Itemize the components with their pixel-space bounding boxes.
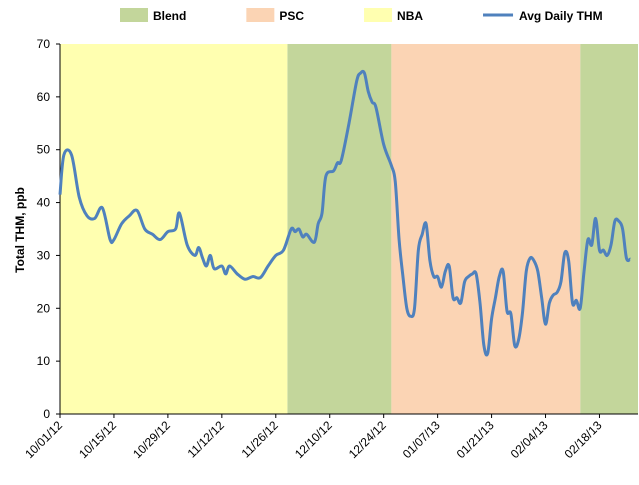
legend-label: PSC [279,9,304,23]
x-tick-label: 11/12/12 [185,418,228,461]
region-band [580,44,638,414]
data-line [58,69,632,357]
y-tick-label: 60 [37,90,51,104]
y-tick-label: 40 [37,196,51,210]
y-tick-label: 70 [37,37,51,51]
region-band [391,44,581,414]
x-tick-label: 12/10/12 [292,418,335,461]
legend-label: Avg Daily THM [519,9,603,23]
legend-swatch [120,8,148,22]
y-tick-label: 30 [37,248,51,262]
y-tick-label: 10 [37,354,51,368]
legend-swatch [246,8,275,22]
y-tick-label: 0 [43,407,50,421]
x-tick-label: 10/15/12 [76,418,119,461]
legend-swatch [364,8,393,22]
y-tick-label: 50 [37,143,51,157]
x-tick-label: 01/07/13 [400,418,443,461]
x-tick-label: 10/29/12 [130,418,173,461]
x-tick-label: 12/24/12 [346,418,389,461]
legend-label: Blend [153,9,186,23]
y-axis-title: Total THM, ppb [13,187,27,273]
x-tick-label: 01/21/13 [454,418,497,461]
x-tick-label: 11/26/12 [239,418,282,461]
legend-label: NBA [397,9,423,23]
x-tick-label: 02/18/13 [562,418,605,461]
region-band [287,44,392,414]
x-tick-label: 10/01/12 [22,418,65,461]
y-tick-label: 20 [37,301,51,315]
x-tick-label: 02/04/13 [508,418,551,461]
